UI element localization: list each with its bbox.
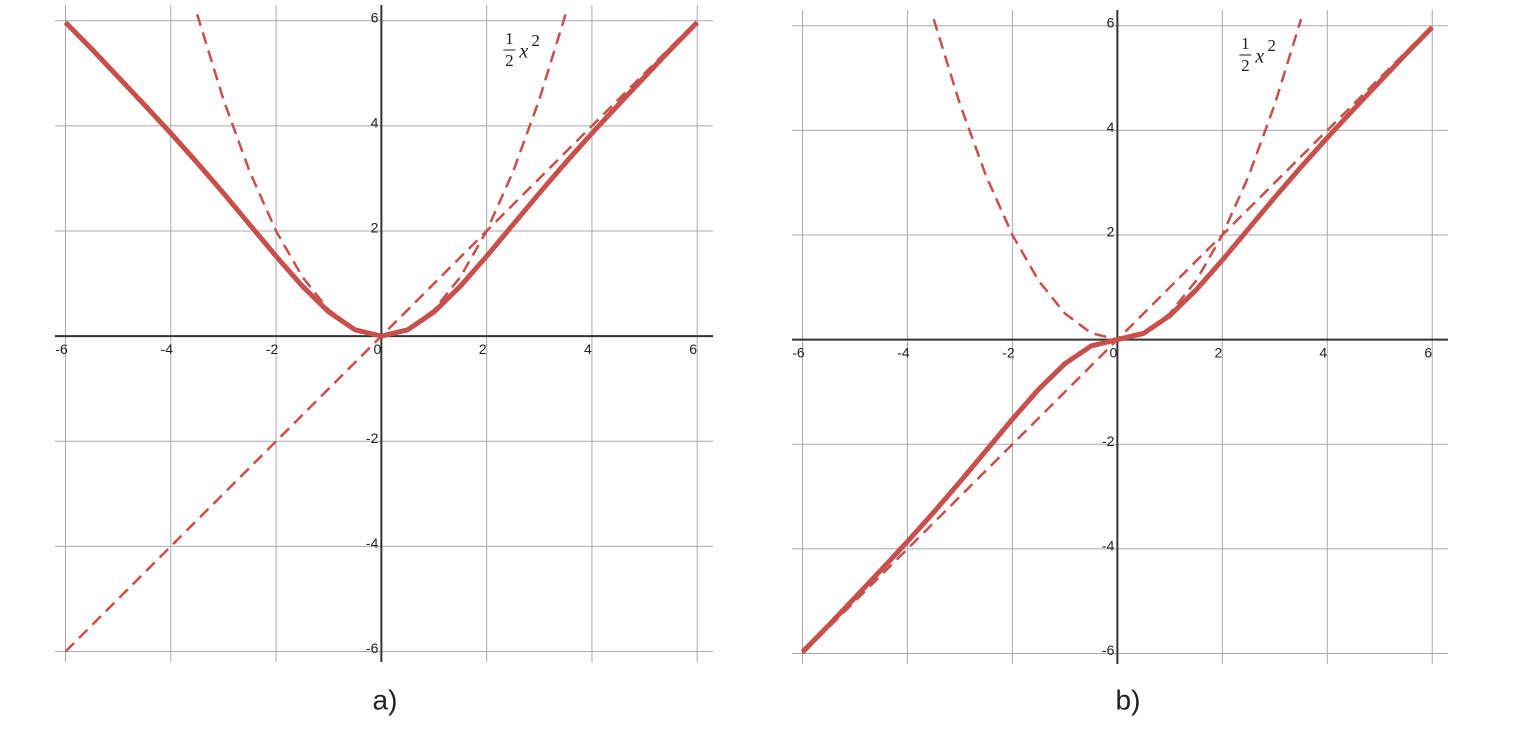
y-tick-label: -4 bbox=[366, 535, 379, 551]
y-tick-label: -2 bbox=[366, 430, 379, 446]
y-tick-label: -2 bbox=[1102, 433, 1115, 449]
y-tick-label: 4 bbox=[371, 115, 379, 131]
y-tick-label: -6 bbox=[366, 640, 379, 656]
x-tick-label: 0 bbox=[373, 341, 381, 357]
x-tick-label: 0 bbox=[1109, 344, 1117, 360]
x-tick-label: -2 bbox=[1002, 344, 1015, 360]
y-tick-label: -4 bbox=[1102, 538, 1115, 554]
x-tick-label: -4 bbox=[897, 344, 910, 360]
annotation-denominator: 2 bbox=[505, 51, 514, 70]
y-tick-label: 6 bbox=[1107, 14, 1115, 30]
x-tick-label: 2 bbox=[479, 341, 487, 357]
annotation-exponent: 2 bbox=[1267, 36, 1276, 55]
x-tick-label: 6 bbox=[1424, 344, 1432, 360]
dashed-curve bbox=[932, 18, 1303, 341]
y-tick-label: 2 bbox=[1107, 224, 1115, 240]
y-tick-label: 2 bbox=[371, 220, 379, 236]
dashed-curve bbox=[195, 13, 567, 338]
x-tick-label: -4 bbox=[161, 341, 174, 357]
x-tick-label: 4 bbox=[1319, 344, 1327, 360]
annotation-exponent: 2 bbox=[531, 31, 540, 50]
y-tick-label: 4 bbox=[1107, 119, 1115, 135]
annotation-denominator: 2 bbox=[1241, 56, 1250, 75]
panel-label: b) bbox=[1116, 684, 1141, 715]
x-tick-label: 6 bbox=[689, 341, 697, 357]
y-tick-label: 6 bbox=[371, 9, 379, 25]
annotation-numerator: 1 bbox=[505, 29, 514, 48]
y-tick-label: -6 bbox=[1102, 642, 1115, 658]
annotation-variable: x bbox=[518, 41, 528, 63]
x-tick-label: 4 bbox=[584, 341, 592, 357]
curves bbox=[800, 18, 1435, 655]
panel-label: a) bbox=[373, 684, 398, 715]
curves bbox=[63, 13, 699, 653]
x-tick-label: -2 bbox=[266, 341, 279, 357]
x-tick-label: 2 bbox=[1214, 344, 1222, 360]
annotation-numerator: 1 bbox=[1241, 34, 1250, 53]
annotation-variable: x bbox=[1254, 46, 1264, 68]
x-tick-label: -6 bbox=[792, 344, 805, 360]
x-tick-label: -6 bbox=[55, 341, 68, 357]
